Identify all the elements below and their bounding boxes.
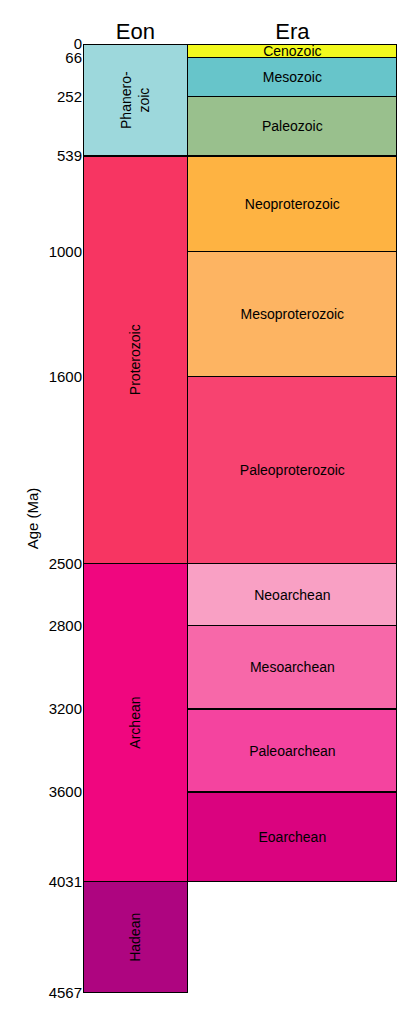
svg-text:Archean: Archean — [127, 696, 143, 748]
svg-text:Hadean: Hadean — [127, 913, 143, 962]
svg-text:4031: 4031 — [49, 873, 82, 890]
svg-text:2800: 2800 — [49, 617, 82, 634]
svg-text:Mesoarchean: Mesoarchean — [250, 659, 335, 675]
svg-text:Proterozoic: Proterozoic — [127, 324, 143, 395]
svg-text:2500: 2500 — [49, 555, 82, 572]
svg-text:Paleozoic: Paleozoic — [262, 118, 323, 134]
svg-text:Phanero-zoic: Phanero-zoic — [118, 71, 152, 129]
svg-text:Cenozoic: Cenozoic — [263, 43, 321, 59]
svg-text:3200: 3200 — [49, 700, 82, 717]
svg-text:Eoarchean: Eoarchean — [258, 829, 326, 845]
svg-text:252: 252 — [57, 88, 82, 105]
svg-text:3600: 3600 — [49, 783, 82, 800]
svg-text:Mesoproterozoic: Mesoproterozoic — [241, 306, 345, 322]
svg-text:Age (Ma): Age (Ma) — [24, 488, 41, 550]
svg-text:Paleoarchean: Paleoarchean — [249, 743, 335, 759]
svg-text:1600: 1600 — [49, 368, 82, 385]
svg-text:1000: 1000 — [49, 243, 82, 260]
svg-text:Mesozoic: Mesozoic — [263, 69, 322, 85]
svg-text:Era: Era — [275, 19, 310, 44]
svg-text:Eon: Eon — [116, 19, 155, 44]
svg-text:66: 66 — [65, 49, 82, 66]
svg-text:Neoarchean: Neoarchean — [254, 587, 330, 603]
svg-text:4567: 4567 — [49, 984, 82, 1001]
svg-text:Paleoproterozoic: Paleoproterozoic — [240, 462, 345, 478]
svg-text:Neoproterozoic: Neoproterozoic — [245, 196, 340, 212]
svg-text:539: 539 — [57, 147, 82, 164]
svg-text:0: 0 — [74, 35, 82, 52]
